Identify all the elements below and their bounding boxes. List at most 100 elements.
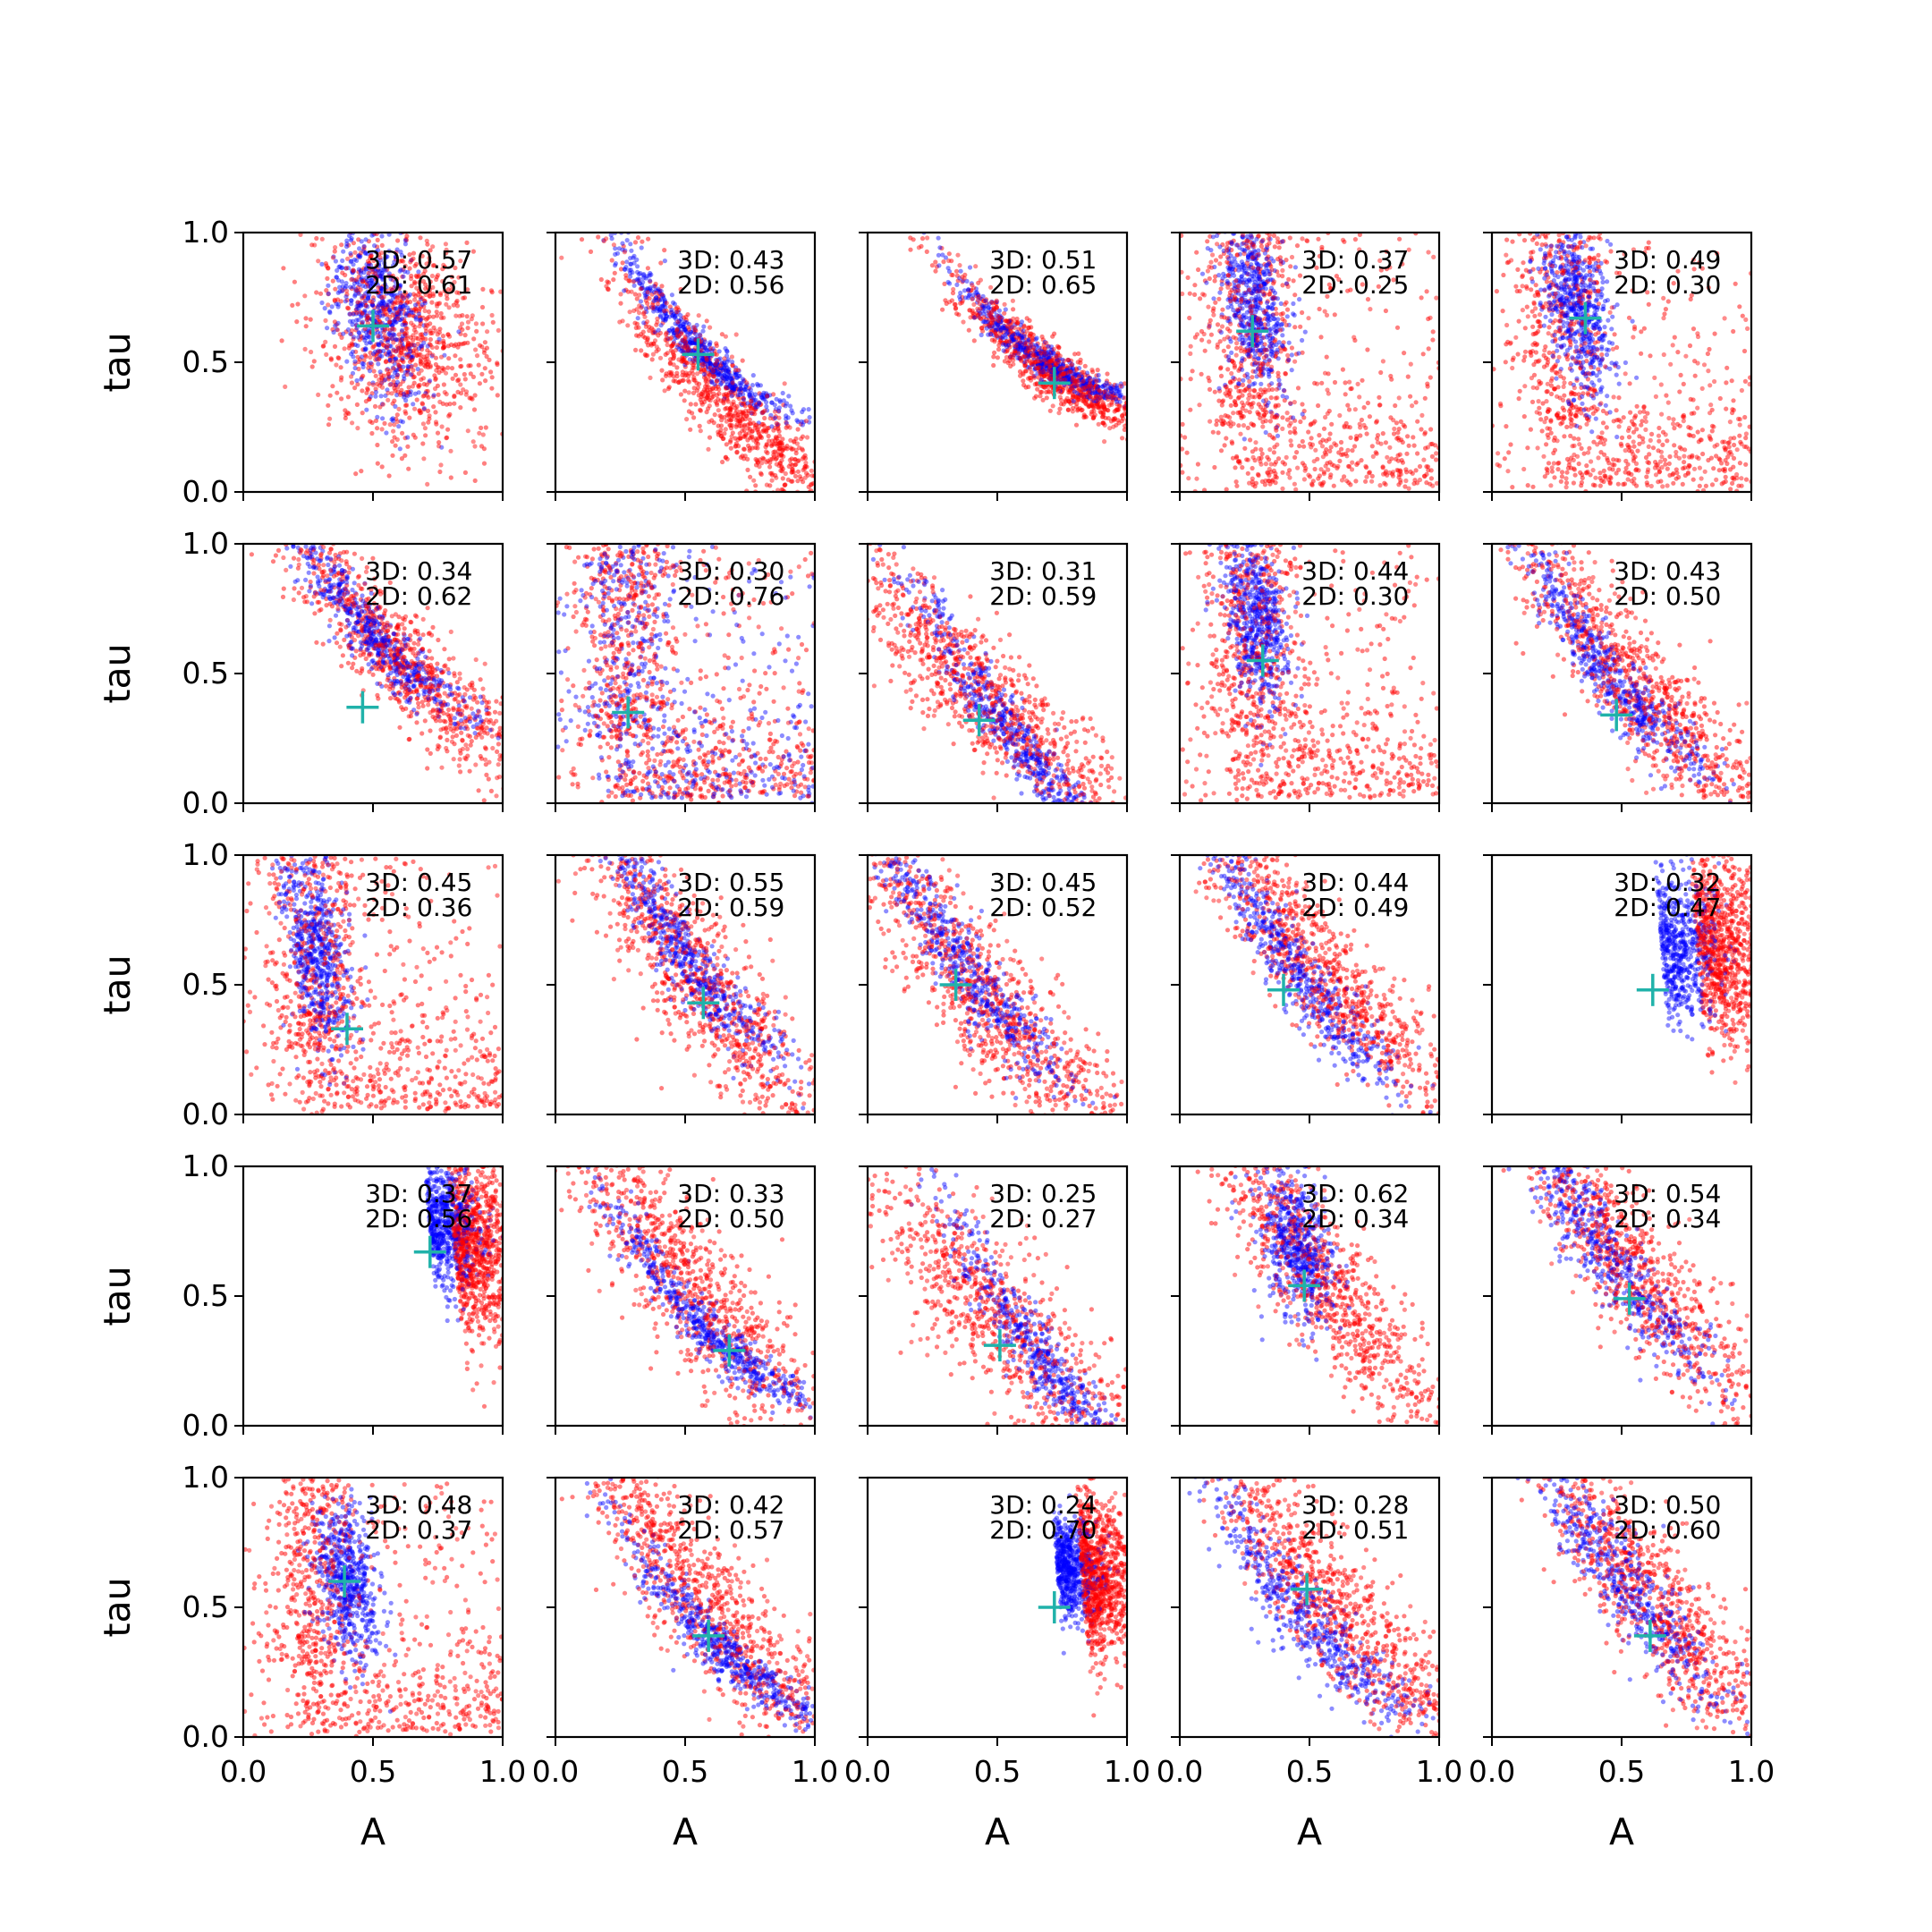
point-2d [402,290,408,295]
point-2d [365,387,370,393]
point-3d [336,264,342,270]
point-2d [818,470,822,475]
point-2d [787,457,792,462]
point-2d [281,266,286,271]
point-3d [748,387,753,393]
point-3d [363,237,369,242]
point-2d [385,326,390,332]
point-3d [720,362,726,368]
point-2d [636,334,641,339]
point-3d [945,266,951,271]
point-2d [1106,387,1111,393]
point-3d [777,399,783,404]
point-2d [419,344,425,350]
point-2d [404,334,410,339]
point-2d [1109,402,1114,407]
point-2d [765,394,770,399]
point-2d [1406,443,1411,448]
point-2d [444,402,449,407]
point-3d [1086,375,1091,381]
point-2d [1338,439,1344,445]
point-3d [343,266,349,271]
point-2d [435,430,441,436]
point-3d [1063,374,1069,379]
point-3d [1072,374,1077,379]
point-3d [664,314,669,319]
point-2d [767,457,774,462]
point-3d [751,394,757,400]
point-2d [1077,387,1082,393]
point-2d [1030,336,1036,342]
point-3d [636,272,642,277]
point-3d [409,354,414,360]
point-3d [394,349,399,354]
point-3d [406,352,411,357]
point-2d [1321,426,1327,431]
point-2d [394,226,399,231]
point-2d [433,377,438,382]
point-2d [1030,335,1035,341]
point-2d [376,290,381,295]
point-2d [748,403,753,409]
point-3d [708,369,714,375]
point-2d [1429,453,1435,459]
point-2d [359,469,364,474]
point-2d [704,410,709,415]
point-3d [373,389,378,395]
point-2d [351,336,356,342]
point-3d [936,252,941,258]
point-2d [407,415,412,420]
point-3d [348,284,353,290]
point-3d [381,335,386,341]
point-3d [1066,370,1072,376]
point-2d [738,419,743,425]
point-2d [1096,387,1101,393]
point-2d [949,258,954,264]
point-2d [952,301,957,307]
point-3d [764,391,769,396]
point-2d [1236,388,1241,394]
point-2d [402,336,408,343]
point-2d [711,367,716,372]
point-3d [1021,328,1026,334]
point-2d [1032,395,1038,401]
point-3d [995,316,1000,321]
point-2d [394,276,400,282]
point-3d [363,250,369,256]
point-2d [1233,465,1238,470]
point-2d [1224,326,1231,332]
point-3d [352,227,356,232]
point-3d [790,411,795,416]
point-3d [1003,335,1008,341]
point-3d [378,288,384,294]
point-2d [476,362,481,368]
point-2d [1346,407,1352,412]
point-3d [688,329,693,335]
point-2d [392,326,397,332]
point-2d [817,487,821,492]
point-2d [708,398,713,403]
point-3d [1042,339,1047,345]
point-2d [1394,325,1401,330]
point-2d [1292,325,1298,330]
point-2d [968,315,973,320]
point-3d [677,332,682,337]
point-3d [723,369,728,374]
point-3d [722,373,728,379]
point-2d [978,277,983,283]
point-2d [769,478,775,483]
point-3d [1038,356,1044,361]
point-3d [1055,360,1061,365]
point-2d [397,258,402,264]
point-2d [708,361,713,367]
point-3d [410,354,415,360]
point-3d [389,323,395,328]
point-2d [1044,340,1049,345]
point-3d [363,313,369,318]
point-2d [369,364,374,369]
point-3d [348,259,353,265]
point-2d [416,288,421,293]
point-2d [699,402,705,407]
point-3d [613,263,618,268]
point-2d [425,242,430,247]
